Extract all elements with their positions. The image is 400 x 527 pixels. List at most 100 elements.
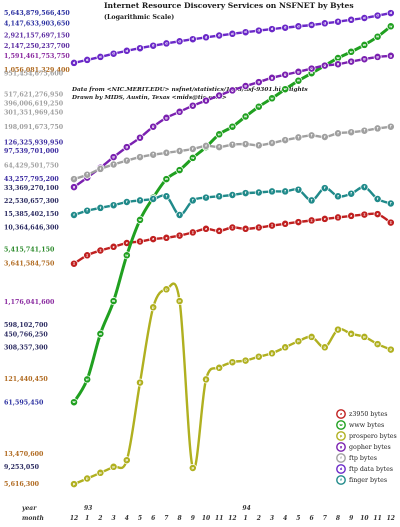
data-point bbox=[386, 9, 395, 18]
data-point bbox=[149, 150, 158, 159]
x-year-label: 94 bbox=[242, 505, 250, 512]
y-tick-label: 126,325,939,950 bbox=[4, 139, 64, 146]
data-point-marker-letter: d bbox=[244, 30, 247, 34]
data-point-marker-letter: d bbox=[178, 39, 181, 43]
legend-marker-letter: p bbox=[340, 434, 343, 438]
data-point bbox=[162, 175, 171, 184]
data-point bbox=[320, 61, 329, 70]
y-tick-label: 13,470,600 bbox=[4, 451, 44, 458]
data-point bbox=[162, 233, 171, 242]
x-year-label: 93 bbox=[84, 505, 92, 512]
data-point bbox=[334, 213, 342, 222]
data-point-marker-letter: p bbox=[139, 381, 142, 385]
y-tick-label: 15,385,402,150 bbox=[4, 211, 59, 218]
data-point-marker-letter: g bbox=[376, 55, 379, 59]
data-point bbox=[136, 133, 144, 142]
data-point bbox=[188, 35, 197, 44]
data-point-marker-letter: f bbox=[311, 133, 313, 137]
data-point-marker-letter: p bbox=[310, 335, 313, 339]
data-point-marker-letter: d bbox=[99, 55, 102, 59]
data-point bbox=[294, 67, 303, 76]
y-tick-label: 517,621,276,950 bbox=[4, 91, 64, 98]
y-tick-label: 5,616,300 bbox=[4, 481, 40, 488]
data-point bbox=[188, 196, 197, 205]
data-point-marker-letter: f bbox=[179, 149, 181, 153]
data-point-marker-letter: z bbox=[363, 213, 365, 217]
data-point bbox=[175, 107, 184, 116]
data-point bbox=[96, 164, 105, 173]
data-point-marker-letter: w bbox=[376, 35, 380, 39]
data-point-marker-letter: w bbox=[138, 218, 142, 222]
data-point-marker-letter: p bbox=[297, 339, 300, 343]
y-tick-label: 2,921,157,697,150 bbox=[4, 32, 70, 39]
data-point bbox=[360, 55, 369, 64]
legend-label: prospero bytes bbox=[349, 433, 397, 440]
data-point-marker-letter: z bbox=[205, 227, 207, 231]
data-point bbox=[175, 166, 184, 175]
data-point-marker-letter: f bbox=[390, 202, 392, 206]
data-point bbox=[122, 156, 131, 165]
data-point bbox=[334, 192, 342, 201]
data-point bbox=[83, 474, 92, 483]
data-point bbox=[96, 329, 105, 338]
data-point-marker-letter: w bbox=[231, 125, 235, 129]
data-point-marker-letter: f bbox=[113, 203, 115, 207]
y-tick-label: 598,102,700 bbox=[4, 322, 48, 329]
data-point-marker-letter: d bbox=[86, 58, 89, 62]
data-point bbox=[360, 14, 369, 22]
x-axis-year-label: year bbox=[21, 505, 37, 512]
data-point-marker-letter: z bbox=[99, 249, 101, 253]
data-point bbox=[96, 203, 105, 212]
data-point bbox=[320, 343, 329, 352]
data-point bbox=[347, 57, 356, 66]
data-point bbox=[373, 195, 382, 203]
data-point-marker-letter: z bbox=[73, 262, 75, 266]
data-point-marker-letter: p bbox=[350, 332, 353, 336]
data-point-marker-letter: w bbox=[72, 400, 76, 404]
data-point bbox=[347, 47, 356, 56]
data-point bbox=[215, 192, 224, 201]
series-line bbox=[72, 212, 392, 265]
x-month-label: 7 bbox=[323, 515, 328, 522]
x-month-label: 11 bbox=[215, 515, 223, 522]
data-point-marker-letter: p bbox=[126, 458, 129, 462]
y-tick-label: 301,351,969,450 bbox=[4, 110, 64, 117]
x-month-label: 6 bbox=[310, 515, 315, 522]
y-tick-label: 22,530,657,300 bbox=[4, 198, 59, 205]
data-point bbox=[307, 64, 316, 73]
data-point bbox=[122, 46, 131, 55]
x-month-label: 6 bbox=[151, 515, 156, 522]
data-point bbox=[162, 113, 171, 122]
data-point bbox=[149, 195, 158, 203]
data-point-marker-letter: w bbox=[244, 115, 248, 119]
data-point-marker-letter: g bbox=[126, 145, 129, 149]
y-tick-label: 5,415,741,150 bbox=[4, 247, 55, 254]
data-point-marker-letter: z bbox=[311, 218, 313, 222]
data-point bbox=[320, 19, 329, 28]
y-tick-label: 396,006,619,250 bbox=[4, 100, 64, 107]
data-point bbox=[294, 185, 303, 194]
data-point bbox=[294, 218, 303, 227]
x-month-label: 12 bbox=[387, 515, 395, 522]
data-point-marker-letter: p bbox=[152, 305, 155, 309]
data-point-marker-letter: p bbox=[390, 348, 393, 352]
data-point-marker-letter: f bbox=[100, 167, 102, 171]
x-month-label: 5 bbox=[138, 515, 142, 522]
data-point bbox=[281, 70, 290, 79]
y-tick-label: 198,091,673,750 bbox=[4, 124, 64, 131]
data-point bbox=[320, 184, 329, 193]
data-point-marker-letter: f bbox=[271, 189, 273, 193]
legend-marker-letter: g bbox=[340, 445, 343, 449]
data-point-marker-letter: p bbox=[324, 345, 327, 349]
data-point-marker-letter: f bbox=[86, 209, 88, 213]
data-point-marker-letter: w bbox=[297, 79, 301, 83]
data-point-marker-letter: d bbox=[231, 32, 234, 36]
data-point bbox=[268, 73, 276, 82]
data-point-marker-letter: w bbox=[270, 96, 274, 100]
x-month-label: 12 bbox=[70, 515, 78, 522]
data-point-marker-letter: p bbox=[376, 342, 379, 346]
data-point bbox=[136, 44, 144, 53]
data-point bbox=[294, 76, 303, 85]
data-point-marker-letter: f bbox=[232, 143, 234, 147]
